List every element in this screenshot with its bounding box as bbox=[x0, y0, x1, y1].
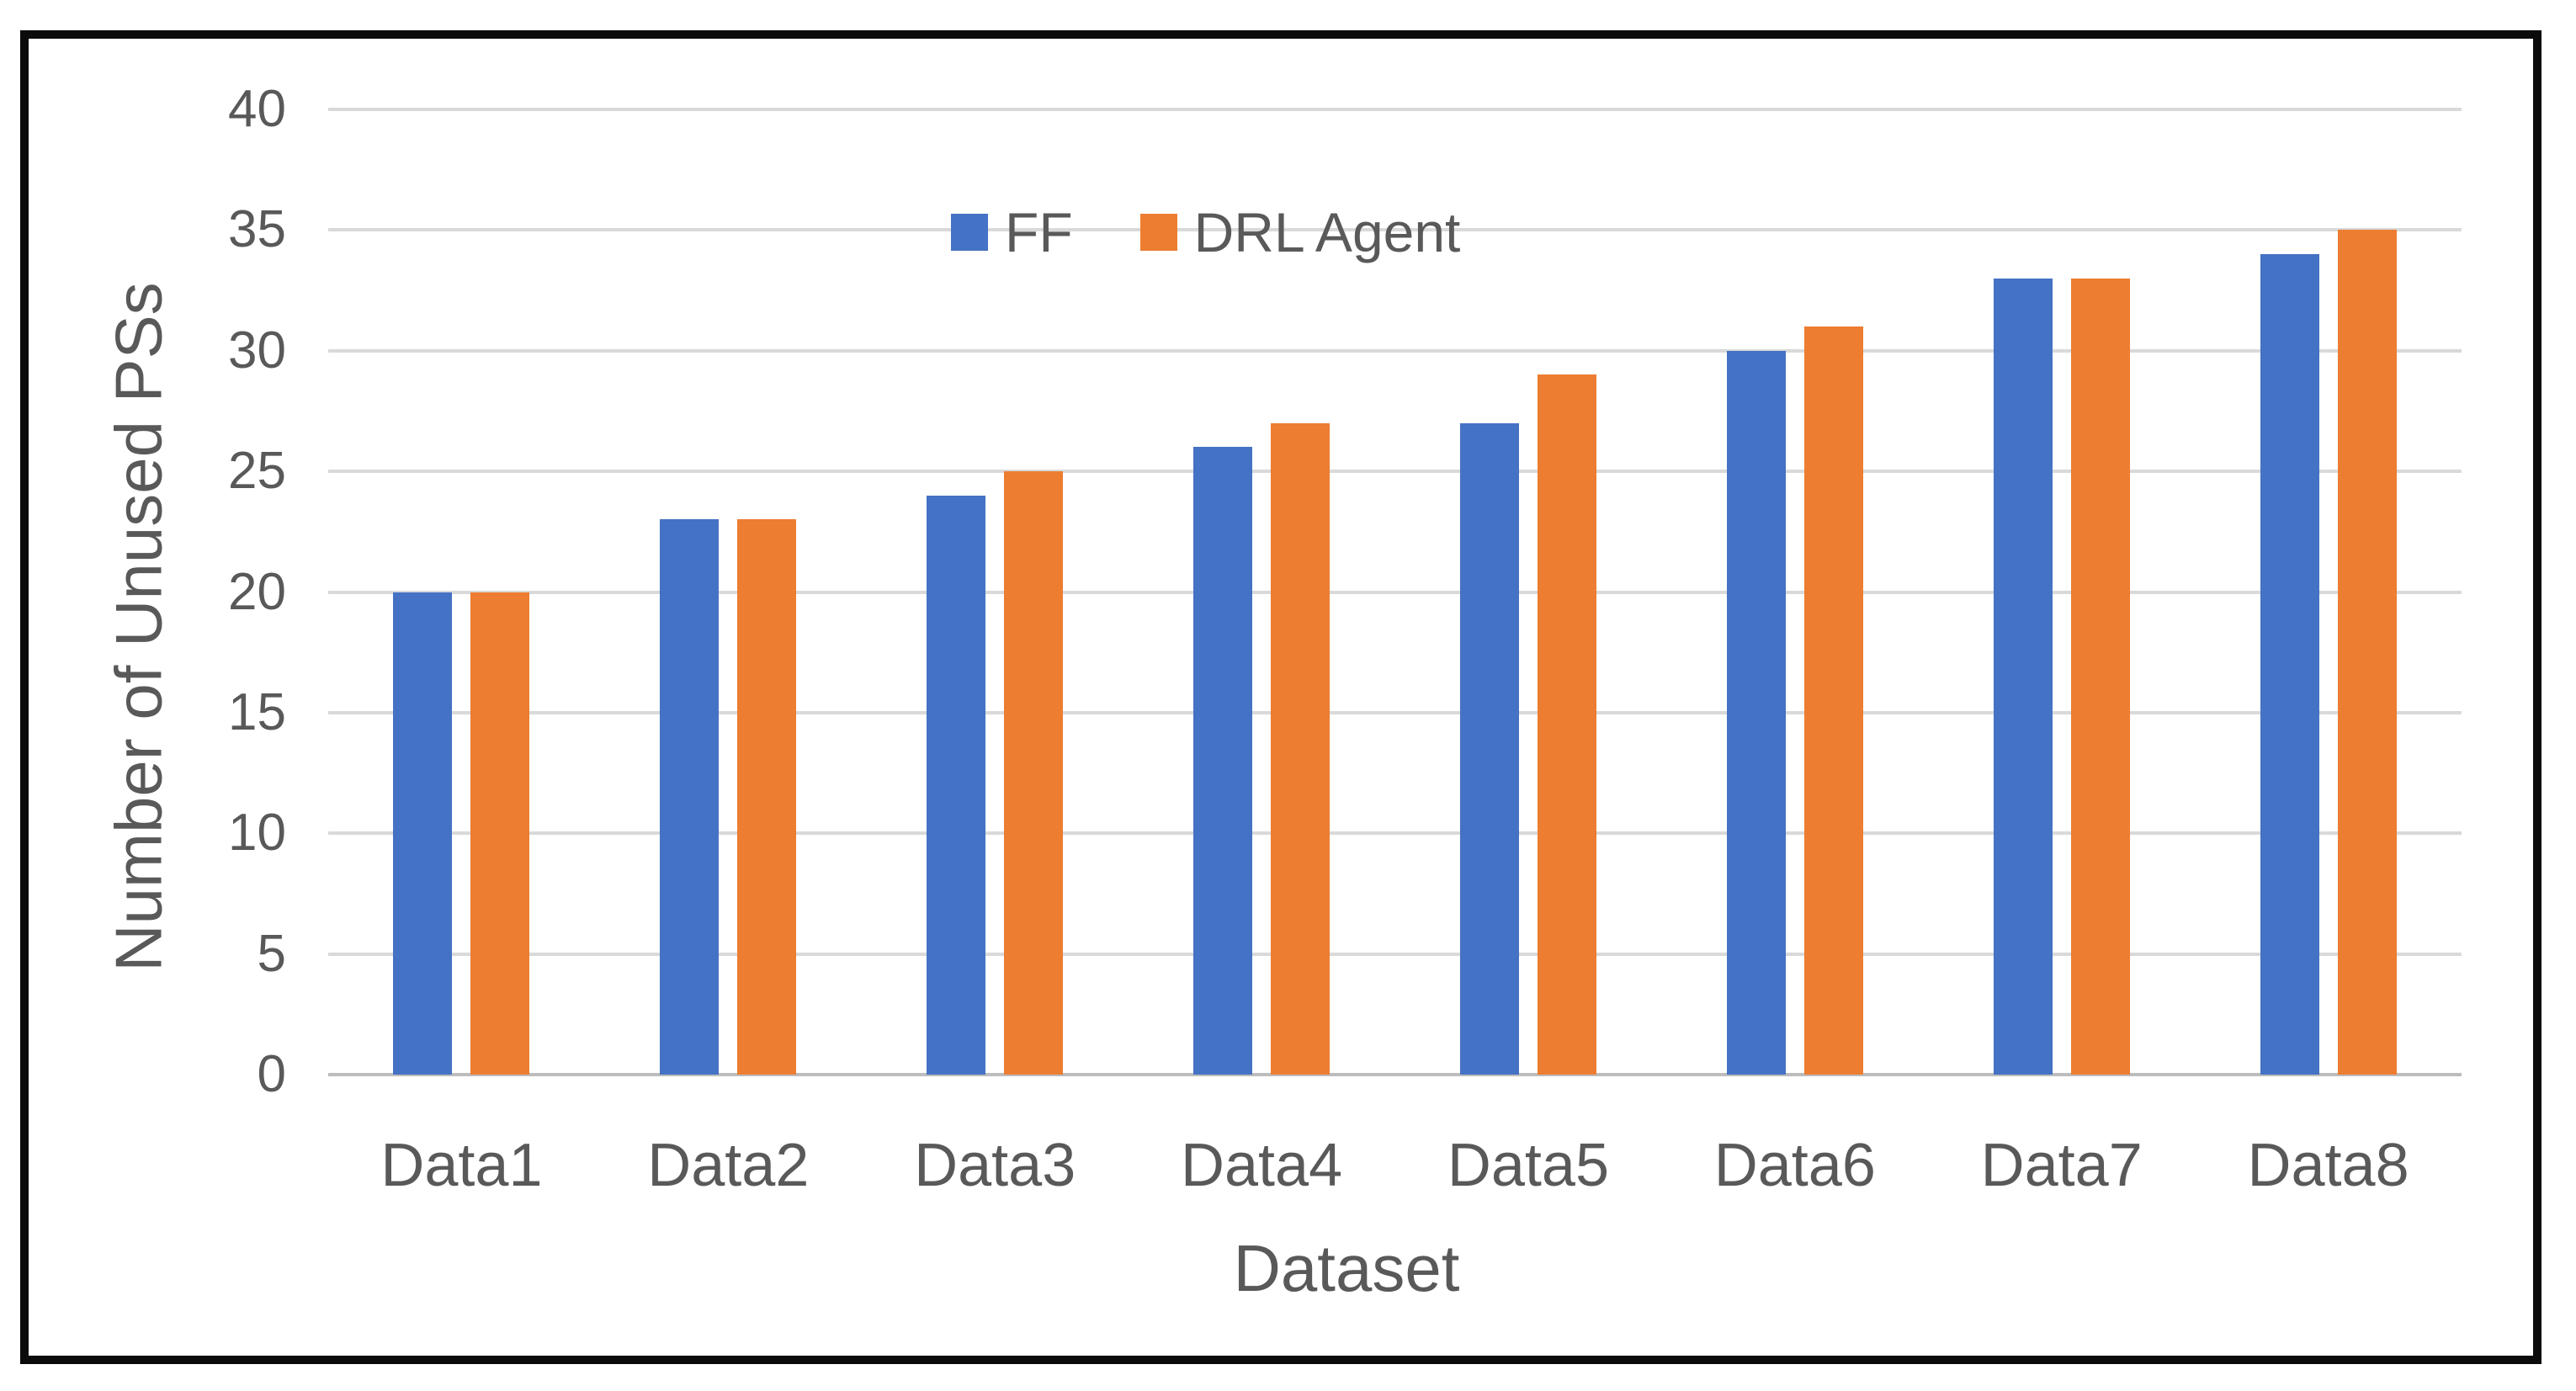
gridline-y-5 bbox=[328, 952, 2462, 956]
legend-swatch-drl-agent bbox=[1139, 214, 1177, 251]
y-tick-label-0: 0 bbox=[257, 1045, 286, 1103]
bar-ff-data8 bbox=[2260, 254, 2319, 1075]
y-axis-title: Number of Unused PSs bbox=[101, 282, 176, 972]
y-tick-label-25: 25 bbox=[228, 442, 286, 501]
bar-ff-data7 bbox=[1993, 278, 2053, 1075]
gridline-y-10 bbox=[328, 831, 2462, 836]
x-category-label-data4: Data4 bbox=[1180, 1132, 1343, 1199]
x-category-label-data7: Data7 bbox=[1980, 1132, 2143, 1199]
bar-ff-data6 bbox=[1726, 350, 1786, 1075]
x-category-label-data3: Data3 bbox=[914, 1132, 1076, 1199]
gridline-y-20 bbox=[328, 590, 2462, 594]
y-tick-label-20: 20 bbox=[228, 562, 286, 621]
bar-drl-agent-data4 bbox=[1271, 422, 1330, 1075]
bar-ff-data4 bbox=[1193, 447, 1253, 1075]
legend-label-ff: FF bbox=[1005, 201, 1073, 263]
bar-ff-data5 bbox=[1459, 422, 1519, 1075]
bar-drl-agent-data6 bbox=[1803, 327, 1863, 1075]
x-category-label-data5: Data5 bbox=[1447, 1132, 1609, 1199]
legend-swatch-ff bbox=[951, 214, 988, 251]
bar-ff-data3 bbox=[927, 495, 986, 1075]
gridline-y-15 bbox=[328, 710, 2462, 714]
x-category-label-data2: Data2 bbox=[647, 1132, 810, 1199]
bar-drl-agent-data7 bbox=[2070, 278, 2130, 1075]
bar-drl-agent-data5 bbox=[1537, 374, 1596, 1075]
gridline-y-40 bbox=[328, 108, 2462, 111]
bar-ff-data1 bbox=[393, 592, 453, 1075]
gridline-y-0 bbox=[328, 1073, 2462, 1076]
y-tick-label-40: 40 bbox=[228, 80, 286, 138]
y-tick-label-30: 30 bbox=[228, 321, 286, 380]
y-tick-label-5: 5 bbox=[257, 924, 286, 983]
gridline-y-30 bbox=[328, 348, 2462, 353]
x-category-label-data1: Data1 bbox=[380, 1132, 543, 1199]
bar-drl-agent-data8 bbox=[2337, 230, 2397, 1075]
y-tick-label-15: 15 bbox=[228, 682, 286, 741]
y-tick-label-35: 35 bbox=[228, 200, 286, 259]
x-axis-title: Dataset bbox=[1233, 1231, 1460, 1305]
gridline-y-25 bbox=[328, 470, 2462, 474]
bar-ff-data2 bbox=[660, 519, 720, 1075]
bar-drl-agent-data3 bbox=[1004, 471, 1064, 1075]
bar-drl-agent-data1 bbox=[470, 592, 530, 1075]
x-category-label-data8: Data8 bbox=[2247, 1132, 2409, 1199]
x-category-label-data6: Data6 bbox=[1713, 1132, 1876, 1199]
y-tick-label-10: 10 bbox=[228, 804, 286, 863]
chart-legend: FF DRL Agent bbox=[951, 196, 1460, 268]
legend-label-drl-agent: DRL Agent bbox=[1193, 201, 1461, 263]
bar-drl-agent-data2 bbox=[737, 519, 797, 1075]
gridline-y-35 bbox=[328, 228, 2462, 232]
